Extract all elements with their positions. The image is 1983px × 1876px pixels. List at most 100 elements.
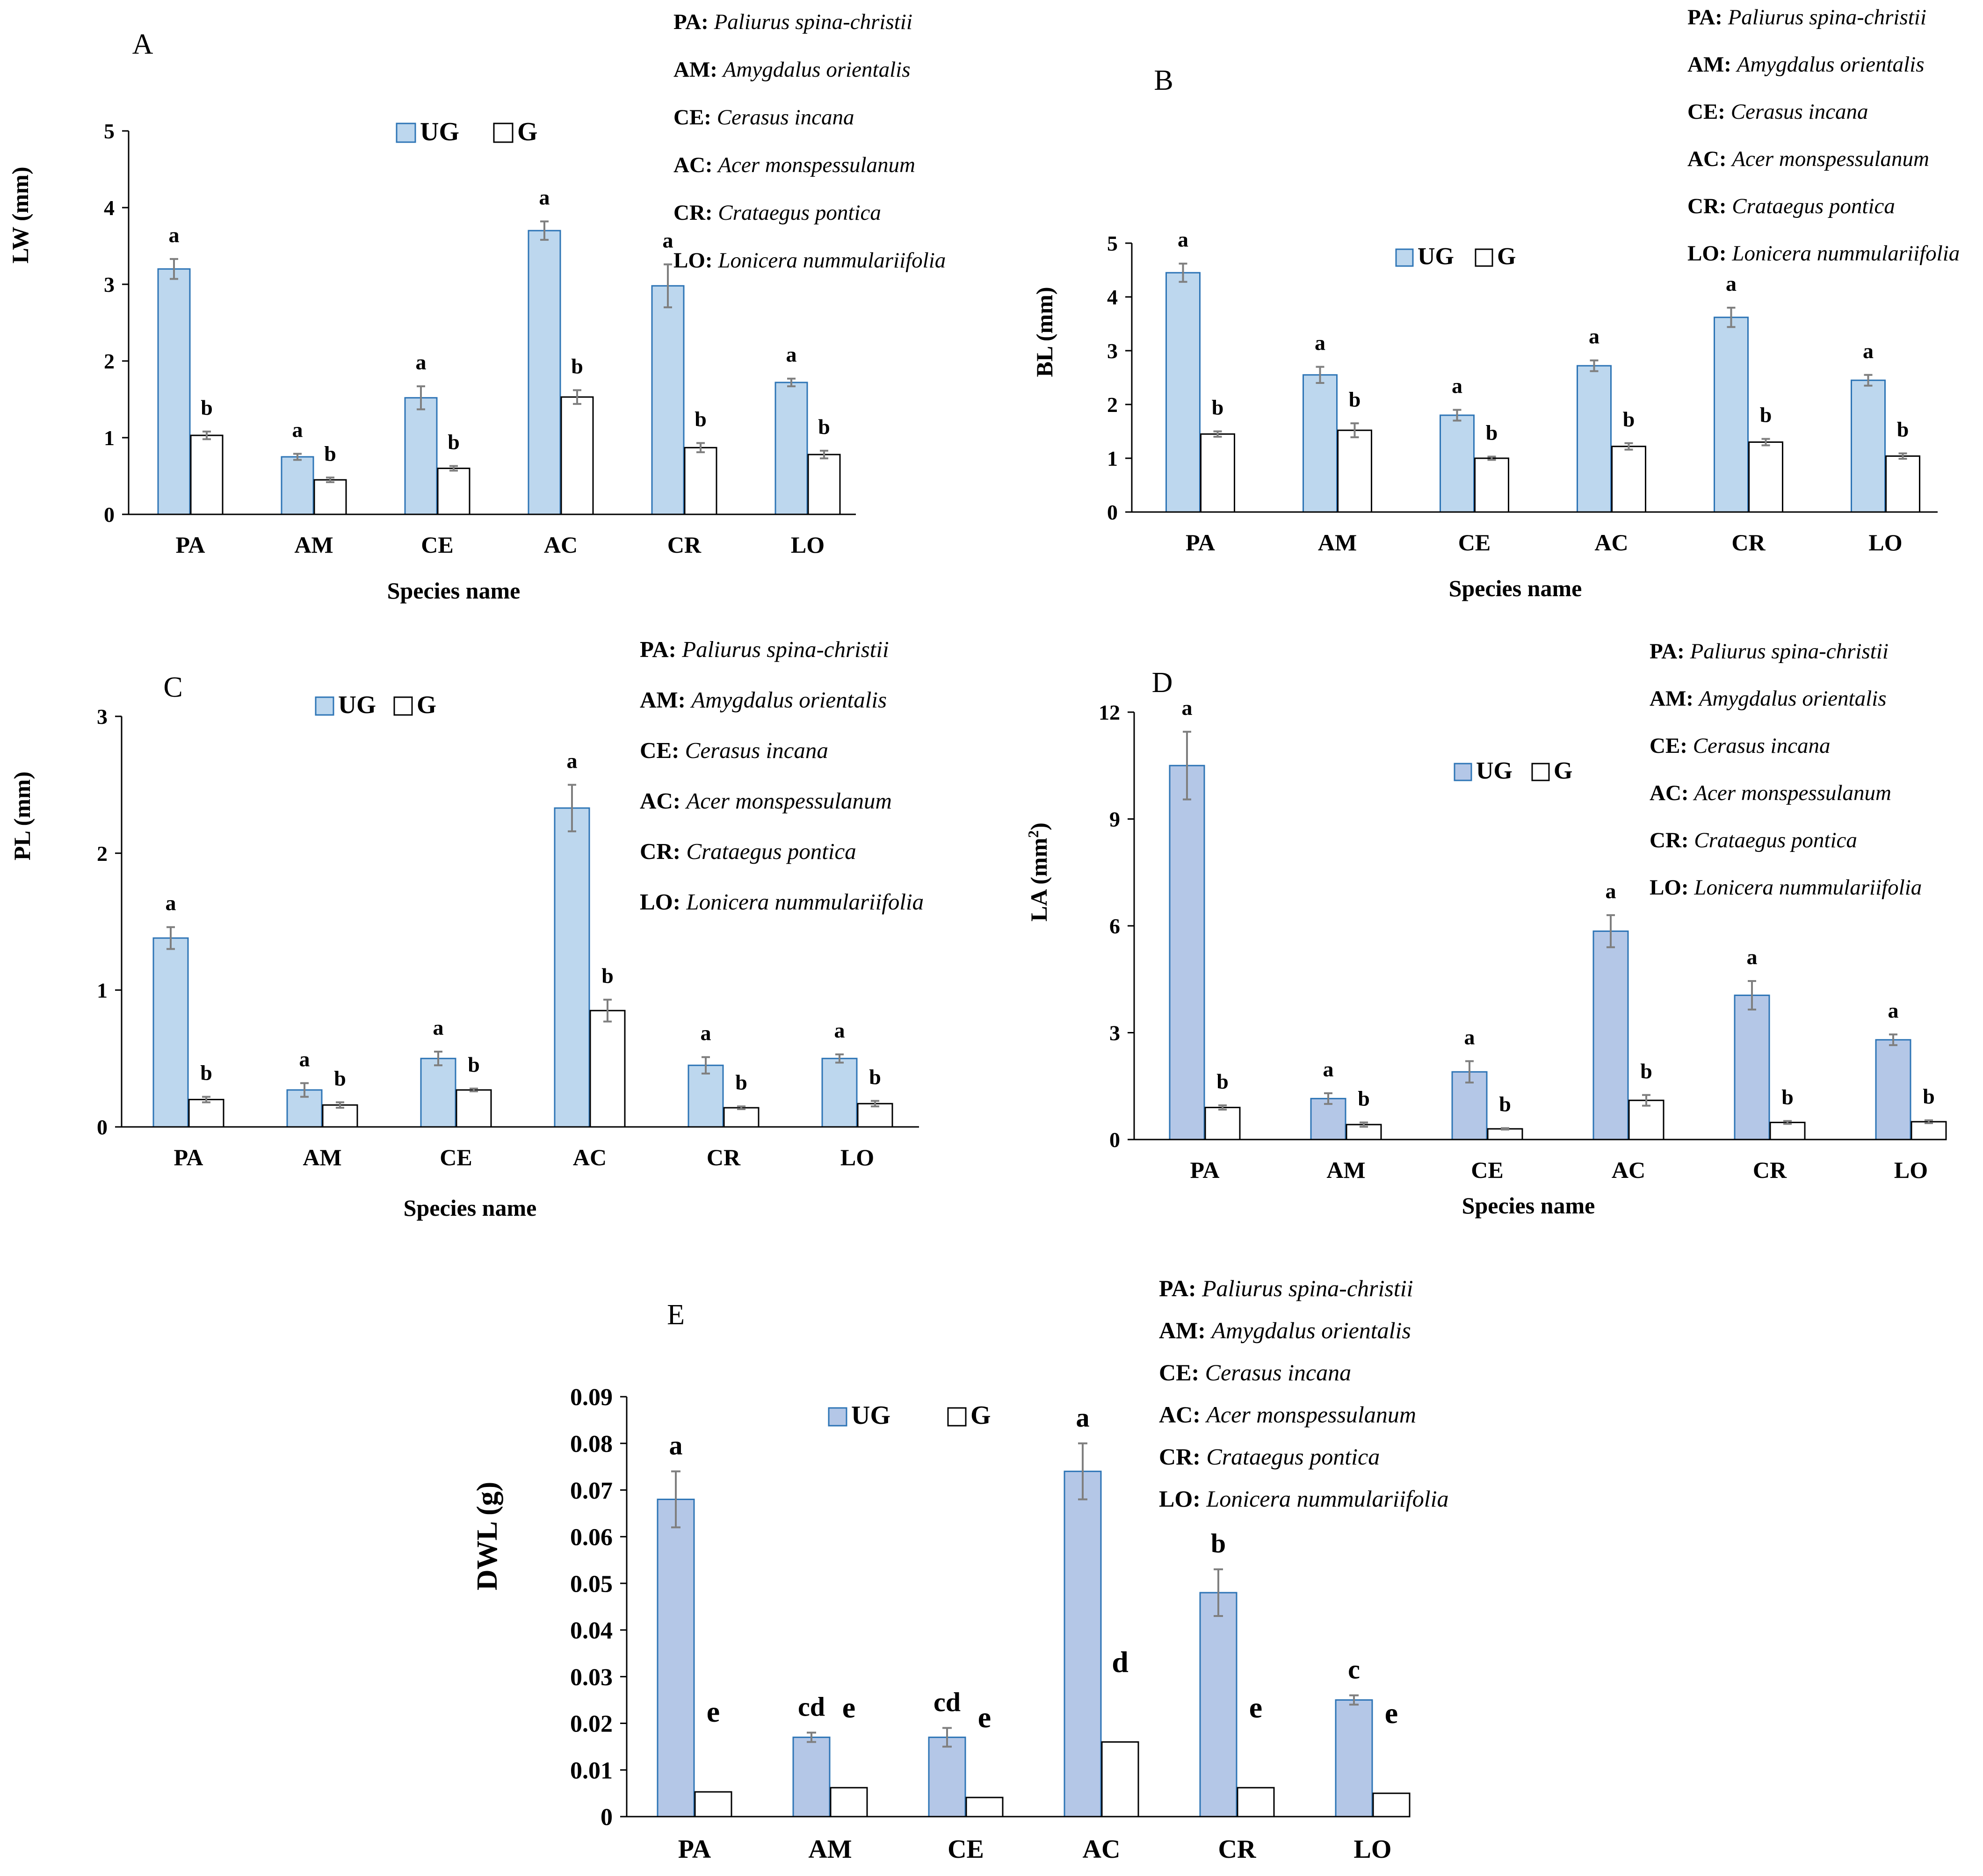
species-key-entry: PA: Paliurus spina-christii (1650, 639, 1889, 664)
species-key-entry: CE: Cerasus incana (640, 737, 828, 763)
significance-letter: b (1640, 1059, 1652, 1083)
error-bar (871, 1100, 879, 1108)
x-tick-label: AM (1318, 529, 1357, 556)
species-key-entry: CR: Crataegus pontica (1159, 1443, 1380, 1470)
significance-letter: b (869, 1065, 881, 1089)
significance-letter: a (1464, 1025, 1475, 1049)
y-axis-title-close: ) (1026, 823, 1052, 830)
series-legend: UG G (828, 1401, 991, 1430)
significance-letter: b (1781, 1085, 1794, 1109)
error-bar (434, 1051, 442, 1067)
x-tick-label: PA (176, 532, 205, 558)
bar-g (1337, 429, 1372, 513)
error-bar (787, 377, 796, 388)
series-legend: UG G (1395, 243, 1516, 270)
species-key-entry: PA: Paliurus spina-christii (673, 10, 912, 34)
significance-letter: a (1182, 696, 1193, 720)
y-tick-label: 4 (104, 196, 115, 220)
error-bar (1213, 430, 1222, 438)
species-full-name: Amygdalus orientalis (1210, 1317, 1411, 1343)
significance-letter: a (1863, 339, 1874, 363)
y-tick-label: 2 (104, 349, 115, 373)
species-key-b: PA: Paliurus spina-christii AM: Amygdalus… (1687, 5, 1960, 266)
significance-letter: b (200, 1061, 212, 1085)
bar-g (684, 447, 717, 515)
significance-letter: a (433, 1016, 444, 1039)
legend-label: G (970, 1401, 991, 1430)
error-bar (807, 1732, 816, 1743)
error-bar (1889, 1033, 1897, 1046)
bar-ug (1440, 414, 1475, 513)
bar-ug (1714, 317, 1749, 513)
x-tick-label: AM (294, 532, 333, 558)
y-tick-label: 0.04 (570, 1617, 613, 1644)
bar-ug (152, 937, 189, 1128)
species-full-name: Amygdalus orientalis (722, 58, 911, 82)
species-key-entry: AM: Amygdalus orientalis (1650, 686, 1887, 711)
species-full-name: Paliurus spina-christii (1690, 639, 1889, 664)
error-bar (1624, 442, 1633, 451)
error-bar (1179, 262, 1187, 283)
species-full-name: Paliurus spina-christii (681, 636, 889, 662)
bar-ug (404, 397, 438, 515)
y-axis-title-main: LA (mm (1026, 838, 1052, 922)
species-full-name: Cerasus incana (1693, 734, 1831, 758)
significance-letter: a (539, 186, 550, 209)
panel-letter: C (163, 671, 182, 703)
species-full-name: Amygdalus orientalis (1736, 52, 1925, 77)
panel-letter: B (1154, 65, 1173, 96)
y-tick-label: 0.06 (570, 1524, 613, 1551)
significance-letter: a (1606, 879, 1616, 903)
x-tick-label: PA (1190, 1157, 1220, 1183)
legend-swatch-ug (396, 123, 416, 143)
species-abbr: PA: (673, 10, 714, 34)
bar-g (857, 1103, 893, 1128)
species-full-name: Crataegus pontica (686, 838, 856, 864)
bar-g (1611, 446, 1646, 513)
bar-g (560, 396, 594, 515)
x-tick-label: CE (1471, 1157, 1503, 1183)
bar-g (723, 1107, 760, 1128)
y-axis-title: LW (mm) (7, 167, 33, 264)
y-tick-label: 1 (104, 426, 115, 450)
species-abbr: LO: (1687, 241, 1732, 266)
species-full-name: Lonicera nummulariifolia (1206, 1486, 1448, 1512)
significance-letter: e (978, 1701, 991, 1734)
y-tick-label: 3 (104, 273, 115, 296)
bar-g (1200, 433, 1235, 513)
y-axis-title-main: BL (mm) (1031, 287, 1057, 377)
species-key-entry: CE: Cerasus incana (673, 105, 854, 130)
bar-g (807, 454, 841, 515)
legend-label: G (517, 117, 538, 146)
species-full-name: Acer monspessulanum (1693, 781, 1891, 805)
significance-letter: b (1211, 1528, 1226, 1559)
x-tick-label: CE (440, 1144, 472, 1170)
significance-letter: b (695, 407, 707, 431)
error-bar (1607, 914, 1615, 948)
species-key-entry: AM: Amygdalus orientalis (673, 58, 911, 82)
error-bar (203, 430, 211, 440)
y-axis-title: LA (mm2) (1025, 823, 1052, 922)
species-key-entry: LO: Lonicera nummulariifolia (640, 889, 924, 915)
error-bar (1360, 1121, 1368, 1128)
significance-letter: a (786, 343, 797, 367)
legend-label: UG (1476, 758, 1513, 784)
x-tick-label: AM (808, 1835, 852, 1864)
species-full-name: Paliurus spina-christii (1728, 5, 1926, 29)
species-full-name: Amygdalus orientalis (1698, 686, 1887, 711)
error-bar (470, 1088, 478, 1092)
y-tick-label: 9 (1109, 808, 1120, 831)
y-tick-label: 5 (1107, 231, 1118, 255)
error-bar (671, 1470, 680, 1529)
species-abbr: PA: (1159, 1275, 1202, 1301)
significance-letter: b (1897, 418, 1909, 441)
bar-g (1372, 1792, 1411, 1818)
species-key-entry: PA: Paliurus spina-christii (1687, 5, 1926, 29)
bar-ug (657, 1499, 695, 1818)
species-abbr: AC: (673, 153, 718, 177)
species-abbr: CE: (673, 105, 717, 130)
significance-letter: b (468, 1053, 480, 1076)
species-abbr: CE: (1687, 100, 1731, 124)
error-bar (1761, 438, 1770, 447)
significance-letter: b (1358, 1086, 1370, 1110)
